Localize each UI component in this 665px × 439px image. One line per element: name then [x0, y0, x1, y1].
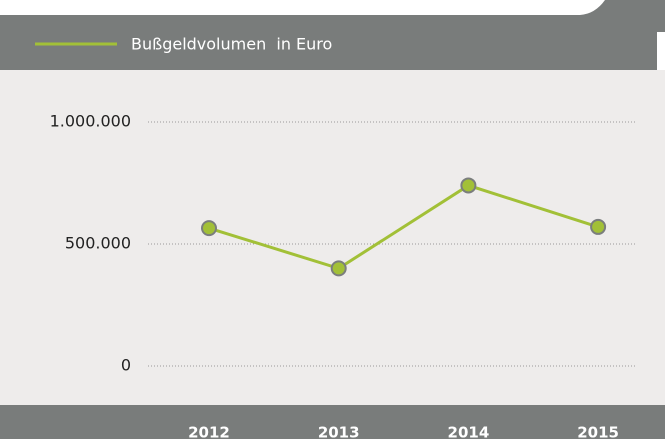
- x-tick-label: 2013: [318, 424, 360, 439]
- y-tick-label: 1.000.000: [50, 112, 131, 131]
- point: [460, 177, 477, 194]
- point: [590, 218, 607, 235]
- plot-area: [0, 70, 665, 405]
- x-tick-label: 2015: [577, 424, 619, 439]
- top-tab: [0, 0, 605, 15]
- line: [208, 183, 599, 271]
- side-tab: [657, 32, 665, 70]
- x-tick-label: 2012: [188, 424, 230, 439]
- point: [201, 220, 217, 237]
- legend-label: Bußgeldvolumen in Euro: [131, 35, 332, 54]
- y-tick-label: 500.000: [65, 234, 131, 253]
- point: [330, 260, 347, 277]
- x-tick-label: 2014: [448, 424, 490, 439]
- y-tick-label: 0: [121, 356, 131, 375]
